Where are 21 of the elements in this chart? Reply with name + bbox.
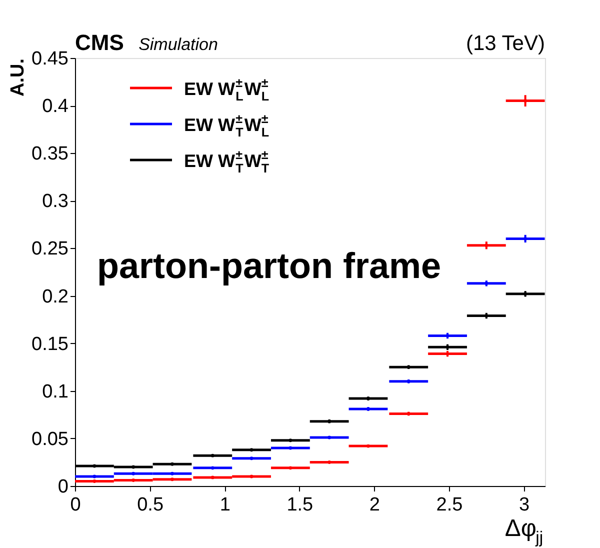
x-tick-label: 2.5 <box>436 494 463 516</box>
x-tick-label: 2 <box>369 494 380 516</box>
y-tick-label: 0.05 <box>32 428 68 450</box>
x-tick-label: 1.5 <box>286 494 314 516</box>
x-tick-label: 1 <box>220 494 230 516</box>
y-tick-label: 0.45 <box>32 48 68 70</box>
chart-title: CMS <box>75 30 124 55</box>
y-tick-label: 0 <box>58 476 68 498</box>
x-tick-label: 0.5 <box>137 494 164 516</box>
chart-subtitle: Simulation <box>138 35 218 54</box>
y-axis-title: A.U. <box>8 58 29 96</box>
y-tick-label: 0.25 <box>32 238 68 260</box>
y-tick-label: 0.35 <box>32 144 68 165</box>
y-tick-label: 0.4 <box>42 96 69 118</box>
y-tick-label: 0.2 <box>42 286 68 308</box>
x-tick-label: 3 <box>519 494 530 516</box>
text: (13 TeV) <box>466 32 545 55</box>
annotation: parton-parton frame <box>97 245 442 286</box>
y-tick-label: 0.3 <box>42 191 68 212</box>
y-tick-label: 0.1 <box>42 381 68 402</box>
y-tick-label: 0.15 <box>32 334 68 355</box>
